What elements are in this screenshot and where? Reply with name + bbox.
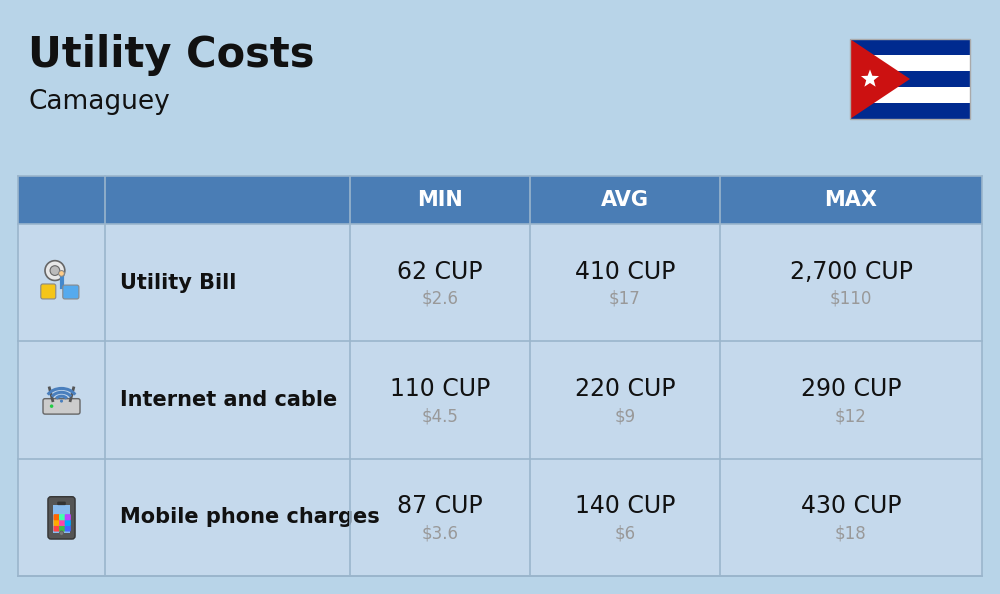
FancyBboxPatch shape — [63, 285, 79, 299]
Text: Utility Costs: Utility Costs — [28, 34, 314, 76]
Text: 110 CUP: 110 CUP — [390, 377, 490, 401]
Text: $12: $12 — [835, 407, 867, 425]
Bar — [18, 459, 982, 576]
Polygon shape — [861, 69, 879, 87]
Text: AVG: AVG — [601, 190, 649, 210]
Text: 290 CUP: 290 CUP — [801, 377, 901, 401]
Text: 2,700 CUP: 2,700 CUP — [790, 260, 912, 284]
Text: $2.6: $2.6 — [422, 290, 458, 308]
Bar — [18, 176, 982, 224]
Bar — [18, 342, 982, 459]
Bar — [18, 224, 982, 342]
Text: 62 CUP: 62 CUP — [397, 260, 483, 284]
FancyBboxPatch shape — [43, 399, 80, 414]
Text: Internet and cable: Internet and cable — [120, 390, 337, 410]
Text: $4.5: $4.5 — [422, 407, 458, 425]
Circle shape — [45, 261, 65, 280]
Text: 220 CUP: 220 CUP — [575, 377, 675, 401]
Bar — [850, 87, 970, 103]
Text: MAX: MAX — [824, 190, 878, 210]
Bar — [850, 39, 970, 55]
Bar — [850, 71, 970, 87]
Text: 140 CUP: 140 CUP — [575, 494, 675, 519]
FancyBboxPatch shape — [53, 504, 70, 533]
Text: $18: $18 — [835, 525, 867, 542]
Circle shape — [59, 531, 64, 535]
Bar — [850, 39, 970, 119]
Text: $9: $9 — [614, 407, 636, 425]
FancyBboxPatch shape — [59, 514, 65, 520]
Circle shape — [50, 405, 53, 408]
FancyBboxPatch shape — [53, 520, 60, 526]
Text: Mobile phone charges: Mobile phone charges — [120, 507, 380, 527]
Text: $6: $6 — [614, 525, 636, 542]
FancyBboxPatch shape — [48, 497, 75, 539]
FancyBboxPatch shape — [41, 284, 56, 299]
Polygon shape — [850, 39, 910, 119]
Text: Camaguey: Camaguey — [28, 89, 170, 115]
Bar — [850, 55, 970, 71]
Circle shape — [50, 266, 60, 276]
FancyBboxPatch shape — [57, 501, 66, 505]
Text: MIN: MIN — [417, 190, 463, 210]
FancyBboxPatch shape — [53, 525, 60, 532]
FancyBboxPatch shape — [65, 525, 71, 532]
Text: $110: $110 — [830, 290, 872, 308]
Text: 410 CUP: 410 CUP — [575, 260, 675, 284]
Circle shape — [60, 400, 63, 403]
FancyBboxPatch shape — [59, 520, 65, 526]
Text: $17: $17 — [609, 290, 641, 308]
FancyBboxPatch shape — [59, 525, 65, 532]
FancyBboxPatch shape — [53, 514, 60, 520]
Text: $3.6: $3.6 — [422, 525, 458, 542]
FancyBboxPatch shape — [65, 514, 71, 520]
Text: Utility Bill: Utility Bill — [120, 273, 236, 293]
Circle shape — [59, 270, 64, 276]
Text: 430 CUP: 430 CUP — [801, 494, 901, 519]
Text: 87 CUP: 87 CUP — [397, 494, 483, 519]
Bar — [850, 103, 970, 119]
FancyBboxPatch shape — [65, 520, 71, 526]
